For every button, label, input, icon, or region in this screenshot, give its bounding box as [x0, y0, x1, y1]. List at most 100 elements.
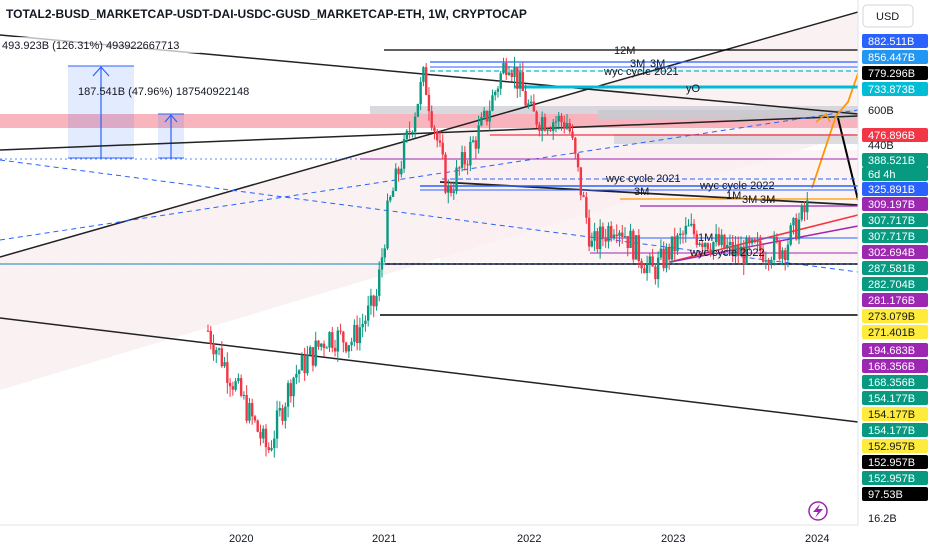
price-badge-bg: [862, 407, 928, 421]
price-badge-label: 152.957B: [868, 457, 915, 469]
label-wyc2021-mid: wyc cycle 2021: [605, 173, 681, 185]
time-tick-label: 2020: [229, 533, 253, 545]
grey-zone-3: [614, 134, 858, 144]
candle-body: [568, 123, 571, 132]
candle-body: [684, 225, 687, 235]
candle-body: [529, 101, 533, 104]
label-3m-c: 3M: [634, 186, 649, 198]
candle-body: [797, 219, 801, 240]
projection-orange[interactable]: [811, 61, 863, 189]
candle-body: [516, 66, 519, 89]
currency-button[interactable]: [862, 4, 914, 28]
candle-body: [488, 110, 491, 122]
candle-body: [585, 196, 588, 218]
candle-body: [347, 345, 351, 352]
price-badge-bg: [862, 293, 928, 307]
candle-body: [419, 81, 422, 104]
candles[interactable]: [206, 56, 809, 458]
candle-body: [292, 377, 295, 397]
time-tick-label: 2022: [517, 533, 541, 545]
candle-body: [507, 72, 511, 75]
measure-tool-1[interactable]: [68, 65, 134, 159]
purple-support-line[interactable]: [669, 225, 859, 263]
horizontal-levels[interactable]: [0, 49, 858, 316]
candle-body: [220, 348, 224, 367]
price-axis[interactable]: USD 882.511B 856.447B 779.296B 733.873B 600B…: [857, 0, 932, 550]
candle-body: [571, 131, 574, 138]
candle-body: [753, 239, 757, 243]
trendline-a[interactable]: [0, 115, 859, 151]
candle-body: [709, 249, 712, 254]
price-badge-bg: [862, 375, 928, 389]
candle-body: [621, 232, 624, 237]
candle-body: [250, 402, 254, 417]
candle-body: [560, 115, 563, 123]
candle-body: [228, 382, 232, 387]
measure-tool-2[interactable]: [158, 113, 184, 159]
candle-body: [372, 295, 375, 307]
candle-body: [239, 378, 243, 396]
candle-body: [629, 230, 632, 248]
candle-body: [601, 226, 605, 238]
candle-body: [502, 63, 505, 74]
price-badge-bg: [862, 50, 928, 64]
price-badge-label: 325.891B: [868, 184, 915, 196]
candle-body: [554, 121, 558, 123]
price-badge-bg: [862, 261, 928, 275]
candle-body: [748, 238, 751, 244]
candle-body: [237, 378, 240, 382]
price-badge-label: 282.704B: [868, 279, 915, 291]
label-1m-b: 1M: [698, 232, 713, 244]
measure-text-1: 493.923B (126.31%) 493922667713: [2, 40, 179, 52]
candle-body: [610, 226, 613, 238]
flash-icon[interactable]: [808, 501, 828, 521]
price-badge-label: 307.717B: [868, 231, 915, 243]
candle-body: [540, 117, 544, 131]
candle-body: [565, 123, 569, 129]
measure-arrow-head: [92, 66, 110, 77]
label-1m-a: 1M: [726, 190, 741, 202]
candle-body: [687, 225, 690, 227]
candle-body: [325, 347, 328, 349]
candle-body: [767, 260, 770, 264]
label-3m-b: 3M: [650, 58, 665, 70]
candle-body: [698, 243, 701, 246]
candle-body: [637, 235, 641, 262]
candle-body: [284, 406, 287, 421]
price-badge-bg: [862, 153, 928, 167]
price-badge-bg: [862, 423, 928, 437]
dashed-uptrend[interactable]: [0, 109, 859, 241]
candle-body: [364, 320, 367, 324]
price-badge-bg: [862, 34, 928, 48]
candle-body: [510, 72, 513, 77]
candle-body: [441, 142, 444, 155]
price-badge-bg: [862, 213, 928, 227]
candle-body: [375, 295, 378, 307]
label-wyc2022-b: wyc cycle 2022: [689, 247, 765, 259]
price-badge-label: 154.177B: [868, 393, 915, 405]
candle-body: [524, 90, 527, 106]
candle-body: [466, 164, 469, 166]
price-badge-label: 287.581B: [868, 263, 915, 275]
currency-label: USD: [876, 11, 899, 23]
candle-body: [499, 73, 502, 89]
candle-body: [397, 168, 400, 175]
time-axis[interactable]: 2020 2021 2022 2023 2024: [0, 524, 858, 545]
candle-body: [380, 257, 384, 270]
candle-body: [759, 240, 762, 251]
price-badge-bg: [862, 487, 928, 501]
time-tick-label: 2023: [661, 533, 685, 545]
candle-body: [596, 231, 599, 250]
flash-icon-bolt: [813, 504, 823, 518]
channel-top-line[interactable]: [0, 0, 901, 258]
candle-body: [226, 362, 229, 383]
candle-body: [645, 263, 649, 274]
price-badge-label: 302.694B: [868, 247, 915, 259]
candle-body: [217, 348, 221, 350]
candle-body: [590, 240, 594, 247]
candle-body: [424, 67, 428, 95]
channel-bottom-line[interactable]: [0, 317, 859, 423]
price-badge-label: 600B: [868, 105, 894, 117]
